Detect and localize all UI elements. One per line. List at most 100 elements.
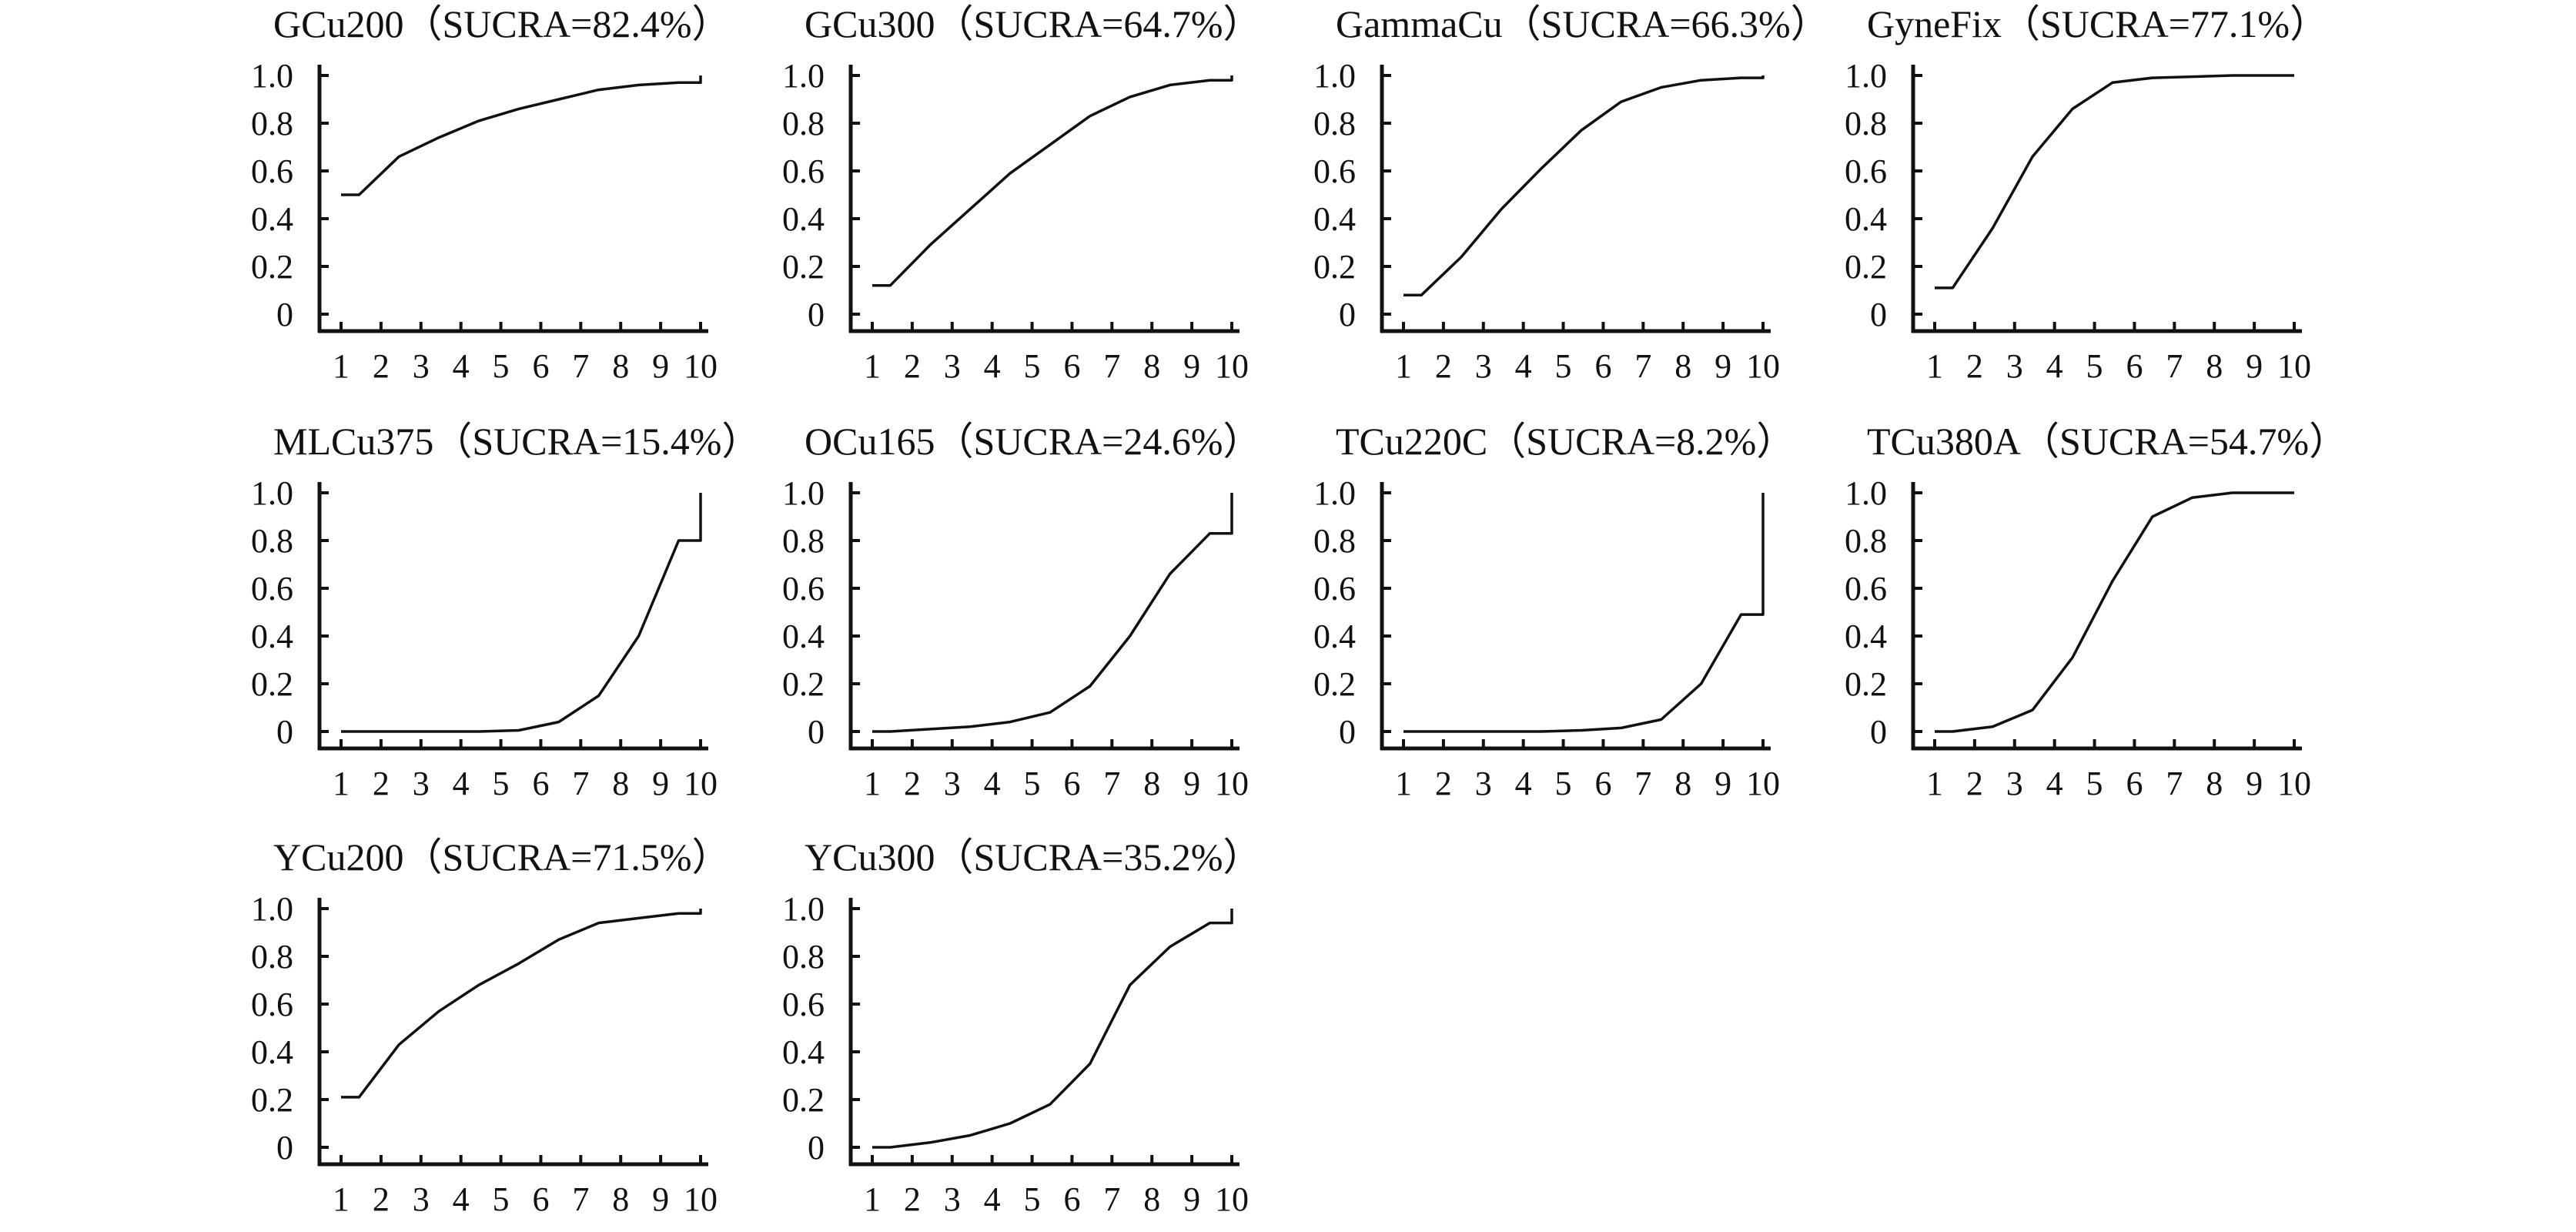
x-tick-label: 8: [1674, 765, 1691, 802]
y-tick-label: 0: [276, 1129, 293, 1167]
x-tick-label: 9: [1183, 765, 1200, 802]
chart-title: YCu200（SUCRA=71.5%）: [273, 835, 731, 879]
x-tick-label: 3: [2006, 765, 2023, 802]
x-tick-label: 9: [2246, 765, 2263, 802]
y-tick-label: 1.0: [1313, 57, 1356, 95]
chart-panel: GCu200（SUCRA=82.4%） 0 0.2 0.4 0.6 0.8 1.0 1 2 3 4 5…: [251, 2, 731, 385]
x-tick-label: 6: [1063, 347, 1080, 385]
y-tick-label: 1.0: [782, 474, 825, 512]
x-tick-label: 9: [652, 1180, 669, 1218]
x-tick-label: 1: [1926, 765, 1943, 802]
cumulative-rank-line: [1935, 74, 2294, 290]
cumulative-rank-line: [872, 75, 1233, 287]
x-tick-label: 5: [1024, 1180, 1041, 1218]
chart-panel: YCu200（SUCRA=71.5%） 0 0.2 0.4 0.6 0.8 1.0 1 2 3 4 5…: [251, 835, 731, 1218]
x-tick-label: 10: [1746, 765, 1780, 802]
y-tick-label: 1.0: [1313, 474, 1356, 512]
y-tick-label: 0.6: [1845, 570, 1887, 608]
chart-panel: GCu300（SUCRA=64.7%） 0 0.2 0.4 0.6 0.8 1.0 1 2 3 4 5…: [782, 2, 1262, 385]
chart-panel: YCu300（SUCRA=35.2%） 0 0.2 0.4 0.6 0.8 1.0 1 2 3 4 5…: [782, 835, 1262, 1218]
x-tick-label: 10: [1215, 1180, 1249, 1218]
cumulative-rank-line: [872, 909, 1233, 1149]
x-tick-label: 1: [1395, 347, 1412, 385]
x-tick-label: 10: [2277, 765, 2311, 802]
chart-panel: TCu380A（SUCRA=54.7%） 0 0.2 0.4 0.6 0.8 1.0 1 2 3 4…: [1845, 420, 2347, 802]
x-tick-label: 10: [684, 765, 718, 802]
y-tick-label: 0: [808, 296, 825, 333]
y-tick-label: 0: [276, 713, 293, 751]
x-tick-label: 2: [904, 1180, 921, 1218]
chart-title: GyneFix（SUCRA=77.1%）: [1867, 2, 2328, 45]
cumulative-rank-line: [1403, 75, 1765, 296]
y-tick-label: 0: [276, 296, 293, 333]
x-tick-label: 1: [333, 1180, 350, 1218]
x-tick-label: 8: [612, 347, 629, 385]
y-tick-label: 0.2: [1313, 248, 1356, 286]
y-tick-label: 0.2: [251, 1081, 293, 1119]
x-tick-label: 7: [1634, 765, 1651, 802]
y-tick-label: 0.2: [1845, 248, 1887, 286]
x-tick-label: 8: [612, 1180, 629, 1218]
x-tick-label: 4: [984, 765, 1001, 802]
y-tick-label: 0.6: [1313, 570, 1356, 608]
y-tick-label: 0.8: [782, 522, 825, 560]
x-tick-label: 7: [572, 765, 589, 802]
y-tick-label: 0: [1339, 296, 1356, 333]
y-tick-label: 0.2: [1845, 665, 1887, 703]
x-tick-label: 3: [413, 347, 430, 385]
y-tick-label: 0: [1870, 296, 1887, 333]
x-tick-label: 7: [1634, 347, 1651, 385]
x-tick-label: 3: [944, 765, 961, 802]
y-tick-label: 0.4: [782, 618, 825, 655]
x-tick-label: 10: [684, 347, 718, 385]
y-tick-label: 0.6: [251, 986, 293, 1023]
x-tick-label: 2: [373, 765, 390, 802]
x-tick-label: 5: [1555, 765, 1572, 802]
cumulative-rank-line: [872, 493, 1233, 733]
y-tick-label: 0.4: [251, 200, 293, 238]
x-tick-label: 8: [1143, 1180, 1160, 1218]
x-tick-label: 9: [652, 347, 669, 385]
x-tick-label: 5: [2086, 347, 2103, 385]
x-tick-label: 6: [1063, 765, 1080, 802]
y-tick-label: 0.4: [782, 200, 825, 238]
x-tick-label: 2: [373, 347, 390, 385]
y-tick-label: 0: [1339, 713, 1356, 751]
x-tick-label: 9: [1183, 1180, 1200, 1218]
x-tick-label: 1: [1395, 765, 1412, 802]
chart-title: TCu220C（SUCRA=8.2%）: [1336, 420, 1795, 463]
x-tick-label: 4: [1515, 765, 1532, 802]
x-tick-label: 5: [493, 1180, 510, 1218]
x-tick-label: 4: [2046, 765, 2063, 802]
y-tick-label: 0.2: [782, 665, 825, 703]
x-tick-label: 7: [2166, 347, 2183, 385]
y-tick-label: 0.4: [251, 618, 293, 655]
x-tick-label: 4: [2046, 347, 2063, 385]
y-tick-label: 0.4: [1845, 200, 1887, 238]
x-tick-label: 10: [2277, 347, 2311, 385]
x-tick-label: 1: [333, 347, 350, 385]
x-tick-label: 4: [453, 765, 470, 802]
y-tick-label: 0.4: [782, 1033, 825, 1071]
x-tick-label: 10: [684, 1180, 718, 1218]
x-tick-label: 9: [1715, 765, 1731, 802]
x-tick-label: 7: [1103, 1180, 1120, 1218]
x-tick-label: 7: [1103, 765, 1120, 802]
x-tick-label: 2: [1435, 765, 1452, 802]
x-tick-label: 3: [944, 1180, 961, 1218]
x-tick-label: 8: [2206, 765, 2223, 802]
chart-panel: GammaCu（SUCRA=66.3%） 0 0.2 0.4 0.6 0.8 1.0 1 2 3 4…: [1313, 2, 1829, 385]
chart-panel: MLCu375（SUCRA=15.4%） 0 0.2 0.4 0.6 0.8 1.0 1 2 3 4…: [251, 420, 760, 802]
x-tick-label: 4: [453, 347, 470, 385]
y-tick-label: 0.2: [782, 248, 825, 286]
x-tick-label: 6: [532, 765, 549, 802]
x-tick-label: 6: [532, 347, 549, 385]
x-tick-label: 3: [1475, 765, 1492, 802]
x-tick-label: 3: [2006, 347, 2023, 385]
chart-title: MLCu375（SUCRA=15.4%）: [273, 420, 760, 463]
x-tick-label: 3: [944, 347, 961, 385]
y-tick-label: 0.6: [782, 986, 825, 1023]
y-tick-label: 0.2: [251, 665, 293, 703]
cumulative-rank-line: [1403, 493, 1765, 733]
